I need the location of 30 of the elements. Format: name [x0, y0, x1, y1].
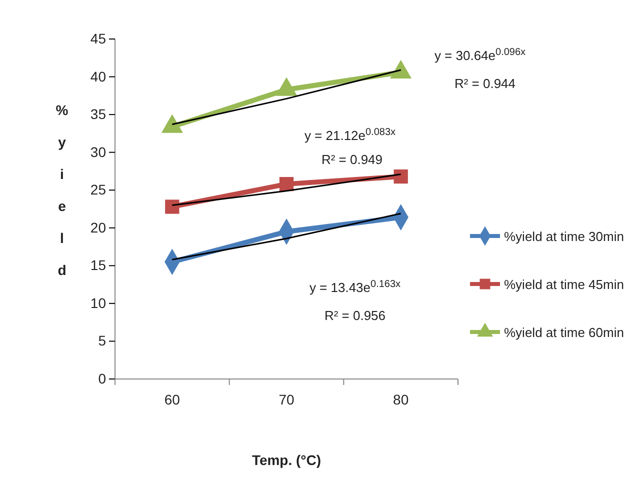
point: [279, 176, 294, 192]
y-tick-label: 25: [90, 182, 106, 198]
point: [394, 169, 408, 184]
y-tick-label: 5: [98, 332, 106, 349]
annotation: R² = 0.944: [454, 76, 516, 91]
x-tick-label: 80: [393, 391, 409, 408]
legend-label: %yield at time 60min: [504, 325, 624, 340]
annotation: y = 13.43e$^{0.163x}$: [309, 278, 401, 295]
legend-label: %yield at time 45min: [504, 277, 624, 292]
y-tick-label: 15: [90, 257, 106, 274]
y-tick-label: 40: [90, 68, 106, 84]
point: [276, 77, 298, 96]
annotation: R² = 0.949: [321, 152, 383, 167]
point: [161, 114, 183, 133]
point: [390, 60, 412, 78]
y-axis-title: %yield: [56, 102, 69, 278]
y-tick-label: 45: [90, 30, 106, 46]
x-tick-label: 70: [278, 391, 294, 408]
y-tick-label: 30: [90, 144, 106, 160]
annotation: R² = 0.956: [324, 308, 386, 323]
y-tick-label: 35: [90, 106, 106, 122]
y-tick-label: 20: [90, 219, 106, 236]
y-tick-label: 10: [90, 294, 106, 311]
x-axis-title: Temp. (°C): [252, 452, 322, 468]
point: [165, 200, 180, 214]
annotation: y = 21.12e$^{0.083x}$: [304, 126, 396, 143]
x-tick-label: 60: [164, 391, 180, 408]
y-tick-label: 0: [98, 370, 106, 386]
legend-label: %yield at time 30min: [504, 229, 624, 244]
annotation: y = 30.64e$^{0.096x}$: [434, 46, 526, 63]
